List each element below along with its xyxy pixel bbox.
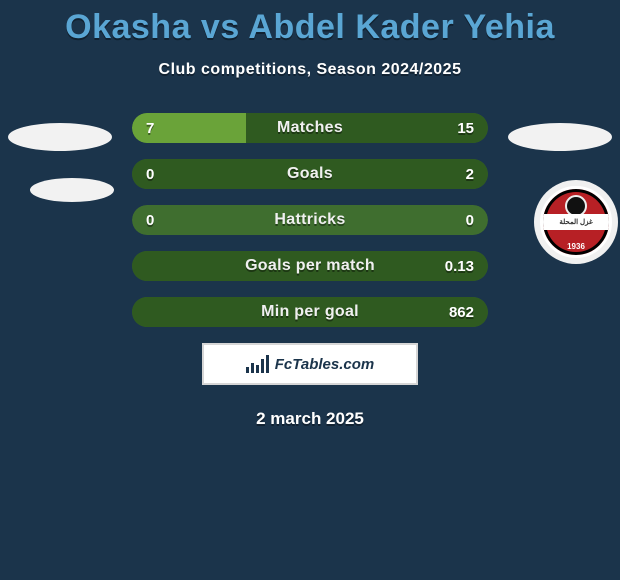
- stat-label: Matches: [132, 113, 488, 143]
- stat-row: 715Matches: [132, 113, 488, 143]
- stat-row: 0.13Goals per match: [132, 251, 488, 281]
- page-subtitle: Club competitions, Season 2024/2025: [0, 61, 620, 79]
- stat-row: 862Min per goal: [132, 297, 488, 327]
- stat-label: Hattricks: [132, 205, 488, 235]
- branding-text: FcTables.com: [275, 356, 374, 373]
- stat-row: 00Hattricks: [132, 205, 488, 235]
- stat-label: Min per goal: [132, 297, 488, 327]
- stat-label: Goals per match: [132, 251, 488, 281]
- stats-container: 715Matches 02Goals 00Hattricks 0.13Goals pe…: [0, 113, 620, 327]
- date-line: 2 march 2025: [0, 409, 620, 429]
- branding-box: FcTables.com: [202, 343, 418, 385]
- page-title: Okasha vs Abdel Kader Yehia: [0, 0, 620, 47]
- stat-row: 02Goals: [132, 159, 488, 189]
- stat-label: Goals: [132, 159, 488, 189]
- chart-icon: [246, 355, 269, 373]
